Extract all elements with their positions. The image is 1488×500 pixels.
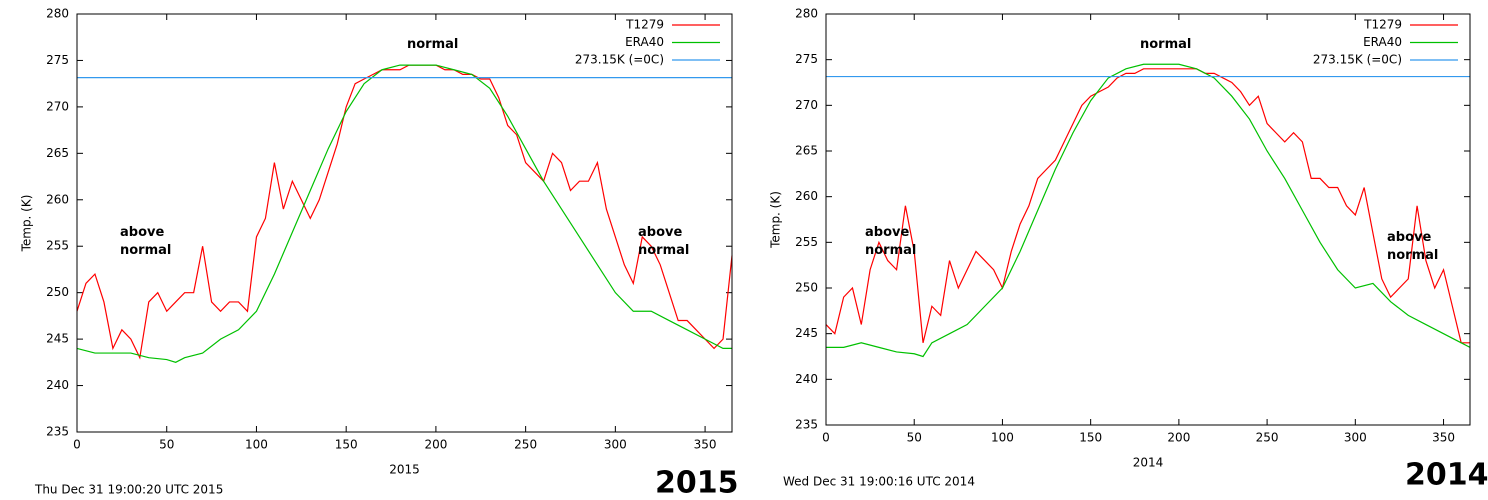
legend-label: T1279 [1363, 18, 1402, 32]
x-tick-label: 350 [694, 438, 717, 452]
x-axis-label: 2015 [389, 463, 420, 477]
y-tick-label: 260 [795, 189, 818, 203]
x-tick-label: 100 [245, 438, 268, 452]
y-tick-label: 250 [46, 285, 69, 299]
x-tick-label: 0 [73, 438, 81, 452]
x-tick-label: 250 [514, 438, 537, 452]
plot-frame [76, 13, 733, 433]
y-tick-label: 280 [46, 7, 69, 21]
footer: Thu Dec 31 19:00:20 UTC 2015 [34, 483, 223, 497]
annotation: above normal [865, 225, 917, 258]
y-tick-label: 235 [46, 425, 69, 439]
series-line [826, 63, 1471, 358]
y-tick-label: 255 [46, 239, 69, 253]
y-tick-label: 265 [46, 146, 69, 160]
x-tick-label: 300 [1344, 431, 1367, 445]
legend-label: T1279 [625, 18, 664, 32]
x-tick-label: 200 [424, 438, 447, 452]
plot-frame [825, 13, 1471, 426]
x-tick-label: 50 [159, 438, 174, 452]
annotation: above normal [120, 225, 172, 258]
x-tick-label: 50 [907, 431, 922, 445]
legend-label: 273.15K (=0C) [575, 53, 664, 67]
y-tick-label: 245 [795, 326, 818, 340]
x-tick-label: 200 [1167, 431, 1190, 445]
y-tick-label: 255 [795, 235, 818, 249]
y-tick-label: 235 [795, 418, 818, 432]
legend-label: ERA40 [1363, 35, 1402, 49]
y-tick-label: 280 [795, 7, 818, 21]
x-tick-label: 300 [604, 438, 627, 452]
y-tick-label: 265 [795, 144, 818, 158]
x-tick-label: 250 [1256, 431, 1279, 445]
annotation: normal [407, 37, 459, 52]
x-tick-label: 150 [335, 438, 358, 452]
y-tick-label: 275 [795, 52, 818, 66]
series-line [825, 68, 1470, 344]
y-tick-label: 245 [46, 332, 69, 346]
y-tick-label: 250 [795, 281, 818, 295]
y-axis-label: Temp. (K) [20, 195, 34, 253]
y-tick-label: 270 [795, 98, 818, 112]
y-tick-label: 240 [795, 372, 818, 386]
annotation: above normal [1387, 230, 1439, 263]
x-tick-label: 100 [991, 431, 1014, 445]
annotation: normal [1140, 37, 1192, 52]
series-line [76, 64, 733, 360]
y-tick-label: 270 [46, 99, 69, 113]
annotation: above normal [638, 225, 690, 258]
legend-label: 273.15K (=0C) [1313, 53, 1402, 67]
x-axis-label: 2014 [1133, 456, 1164, 470]
y-tick-label: 260 [46, 192, 69, 206]
x-tick-label: 0 [822, 431, 830, 445]
footer: Wed Dec 31 19:00:16 UTC 2014 [783, 475, 975, 489]
chart-title: 2015 [655, 466, 739, 500]
legend-label: ERA40 [625, 35, 664, 49]
x-tick-label: 350 [1432, 431, 1455, 445]
y-axis-label: Temp. (K) [769, 191, 783, 249]
x-tick-label: 150 [1079, 431, 1102, 445]
chart-title: 2014 [1405, 458, 1488, 493]
y-tick-label: 240 [46, 378, 69, 392]
series-line [76, 64, 732, 363]
y-tick-label: 275 [46, 53, 69, 67]
